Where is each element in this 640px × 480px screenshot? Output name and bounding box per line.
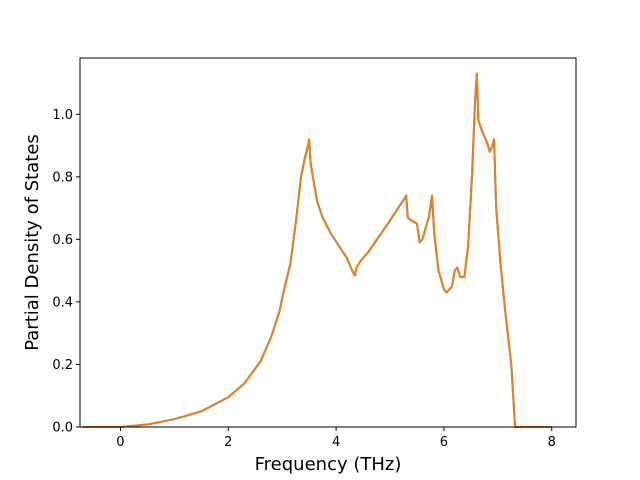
x-tick-label: 8 (548, 435, 556, 450)
y-tick-label: 0.8 (52, 170, 73, 185)
x-tick-label: 0 (116, 435, 124, 450)
y-tick-label: 0.6 (52, 233, 73, 248)
plot-frame (79, 57, 577, 428)
y-axis-title: Partial Density of States (22, 134, 43, 351)
series-line-0 (82, 72, 552, 428)
x-axis: 0 2 4 6 8 (116, 427, 556, 450)
series-layer (82, 72, 552, 428)
plot-background (80, 58, 576, 427)
x-tick-label: 2 (224, 435, 232, 450)
y-tick-label: 0.0 (52, 421, 73, 436)
y-tick-label: 0.4 (52, 295, 73, 310)
y-tick-label: 1.0 (52, 108, 73, 123)
x-tick-label: 4 (332, 435, 340, 450)
x-tick-label: 6 (440, 435, 448, 450)
y-tick-label: 0.2 (52, 358, 73, 373)
y-axis: 0.0 0.2 0.4 0.6 0.8 1.0 (52, 108, 80, 436)
x-axis-title: Frequency (THz) (255, 454, 402, 475)
